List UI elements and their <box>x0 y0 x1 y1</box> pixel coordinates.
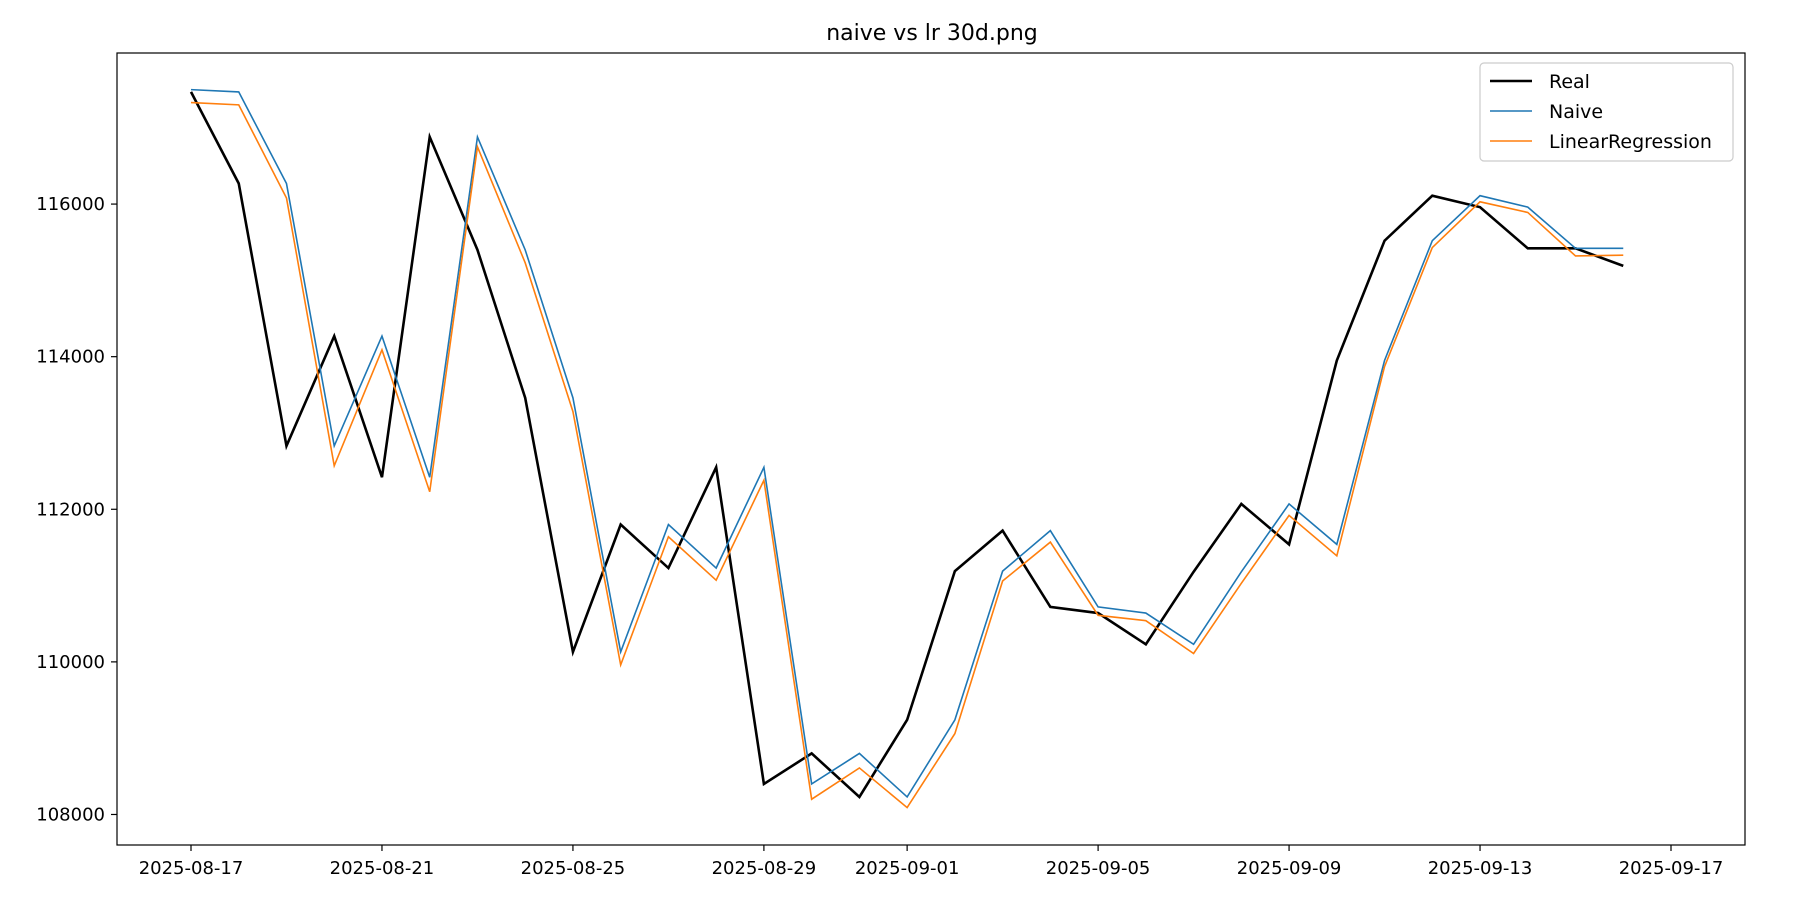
legend-label: LinearRegression <box>1549 131 1712 153</box>
x-tick-label: 2025-08-21 <box>330 858 435 879</box>
x-axis: 2025-08-17 2025-08-21 2025-08-25 2025-08-29… <box>139 845 1724 879</box>
legend-label: Real <box>1549 71 1590 93</box>
y-tick-label: 116000 <box>36 194 105 215</box>
x-tick-label: 2025-08-17 <box>139 858 244 879</box>
legend-label: Naive <box>1549 101 1603 123</box>
series-layer <box>189 88 1624 809</box>
x-tick-label: 2025-08-25 <box>521 858 626 879</box>
x-tick-label: 2025-09-17 <box>1619 858 1724 879</box>
x-tick-label: 2025-08-29 <box>712 858 817 879</box>
x-tick-label: 2025-09-05 <box>1046 858 1151 879</box>
plot-frame <box>116 52 1746 846</box>
y-tick-label: 108000 <box>36 804 105 825</box>
legend: Real Naive LinearRegression <box>1479 62 1734 162</box>
chart-title: naive vs lr 30d.png <box>826 21 1038 46</box>
y-tick-label: 114000 <box>36 347 105 368</box>
x-tick-label: 2025-09-09 <box>1237 858 1342 879</box>
x-tick-label: 2025-09-01 <box>855 858 960 879</box>
legend-box <box>1479 62 1734 162</box>
y-axis: 108000 110000 112000 114000 116000 <box>36 194 117 825</box>
y-tick-label: 110000 <box>36 652 105 673</box>
y-tick-label: 112000 <box>36 499 105 520</box>
x-tick-label: 2025-09-13 <box>1428 858 1533 879</box>
